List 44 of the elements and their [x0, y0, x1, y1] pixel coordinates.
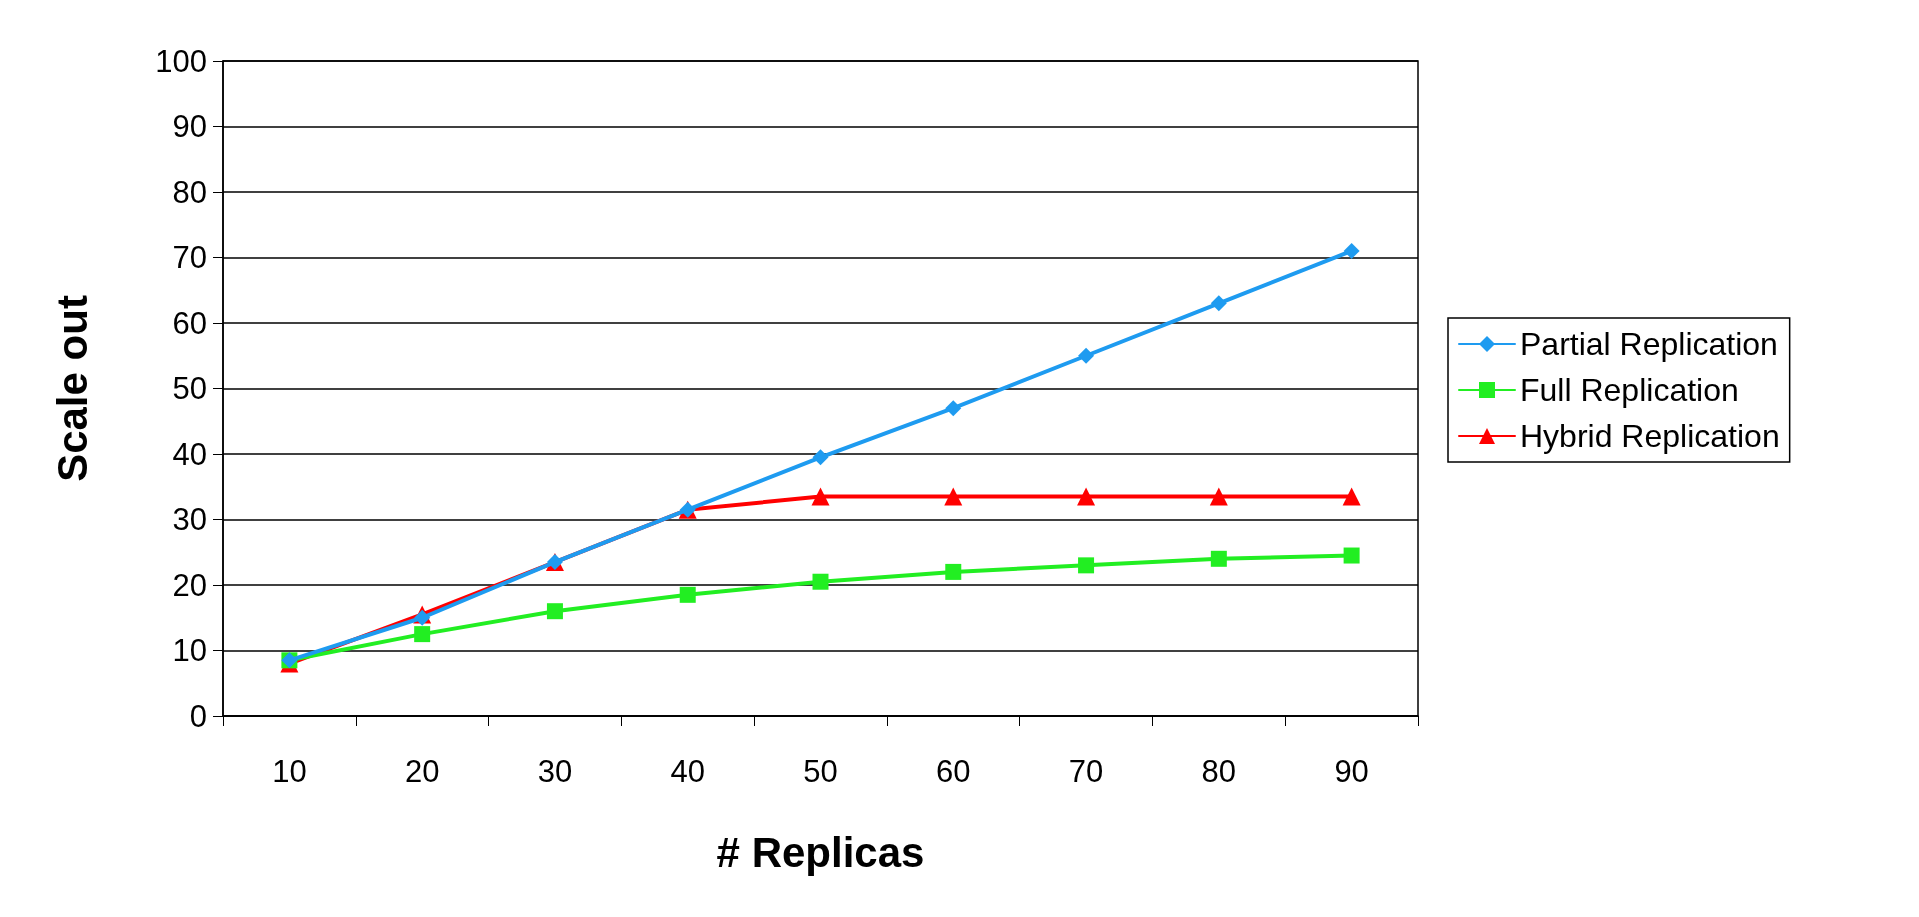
y-tick-label: 0 — [189, 698, 207, 734]
point — [811, 487, 830, 506]
point — [1342, 487, 1361, 506]
y-tick-label: 20 — [172, 567, 207, 603]
x-tick-label: 60 — [936, 754, 971, 789]
y-axis-title: Scale out — [48, 295, 96, 482]
point — [1343, 242, 1360, 259]
legend-label: Partial Replication — [1520, 326, 1778, 362]
point — [945, 563, 962, 580]
x-tick-label: 90 — [1334, 754, 1369, 789]
point — [414, 626, 431, 643]
point — [1078, 347, 1095, 364]
y-tick-label: 50 — [172, 371, 207, 406]
y-tick-label: 30 — [172, 502, 207, 537]
x-tick-label: 80 — [1201, 754, 1237, 789]
y-tick-label: 40 — [172, 436, 207, 472]
x-axis-title: # Replicas — [716, 828, 925, 876]
legend-label: Hybrid Replication — [1520, 418, 1780, 454]
x-tick-label: 40 — [670, 754, 705, 789]
point — [812, 573, 829, 590]
y-tick-label: 100 — [155, 43, 207, 79]
x-tick-label: 50 — [803, 754, 838, 789]
y-tick-label: 90 — [172, 109, 207, 144]
point — [1343, 547, 1360, 564]
point — [812, 449, 829, 466]
legend-label: Full Replication — [1520, 372, 1739, 408]
x-tick-label: 70 — [1068, 754, 1104, 789]
point — [679, 586, 696, 603]
point — [1209, 487, 1228, 506]
y-tick-label: 80 — [172, 174, 207, 210]
point — [1078, 557, 1095, 574]
y-tick-label: 60 — [172, 305, 207, 341]
y-tick-label: 70 — [172, 240, 207, 275]
point — [945, 400, 962, 417]
point — [1210, 295, 1227, 312]
x-tick-label: 20 — [404, 754, 440, 789]
y-tick-label: 10 — [172, 633, 207, 668]
point — [1077, 487, 1096, 506]
x-tick-label: 10 — [272, 754, 307, 789]
x-tick-label: 30 — [537, 754, 573, 789]
point — [546, 603, 563, 620]
point — [1210, 550, 1227, 567]
point — [414, 609, 431, 626]
point — [944, 487, 963, 506]
